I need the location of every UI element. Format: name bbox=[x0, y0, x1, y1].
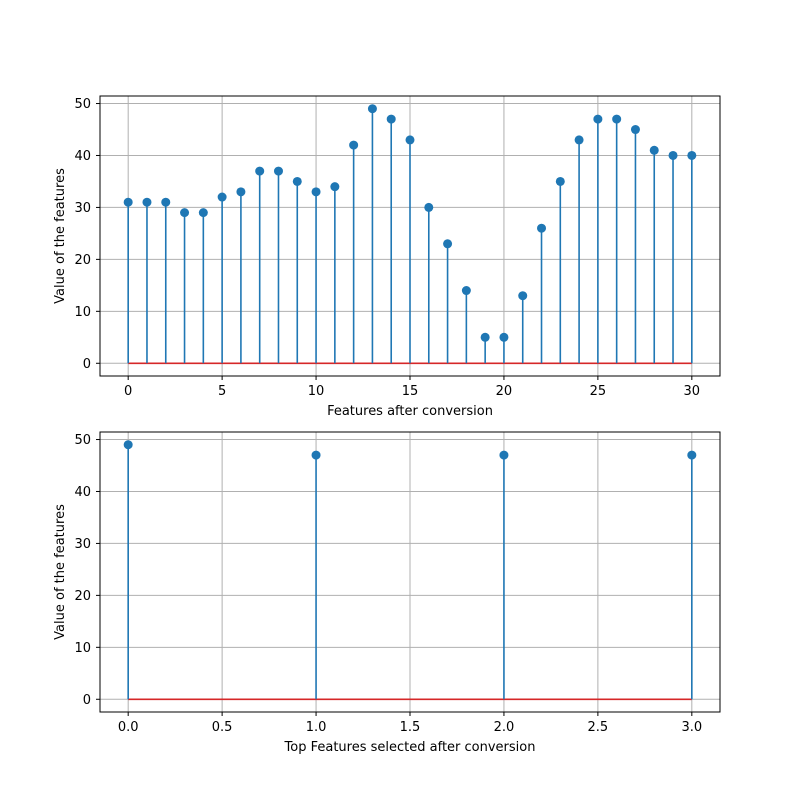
y-tick-label: 40 bbox=[74, 485, 91, 500]
stem-marker bbox=[123, 197, 133, 207]
stem-marker bbox=[443, 239, 453, 249]
y-tick-label: 40 bbox=[74, 149, 91, 164]
stem-marker bbox=[480, 332, 490, 342]
stem-chart-top: 0 5 10 15 20 25 30 0 10 20 30 40 50 Features after co… bbox=[53, 95, 721, 419]
x-tick-label: 2.0 bbox=[494, 720, 515, 735]
y-axis-label: Value of the features bbox=[53, 168, 68, 304]
x-tick-label: 3.0 bbox=[681, 720, 702, 735]
stem-marker bbox=[668, 150, 678, 160]
stem-marker bbox=[236, 187, 246, 197]
x-tick-label: 5 bbox=[218, 384, 226, 399]
stem-marker bbox=[649, 145, 659, 155]
y-tick-label: 10 bbox=[74, 641, 91, 656]
x-tick-label: 20 bbox=[496, 384, 513, 399]
stem-marker bbox=[537, 223, 547, 233]
stem-marker bbox=[405, 135, 415, 145]
stem-marker bbox=[311, 187, 321, 197]
x-axis-label: Top Features selected after conversion bbox=[284, 740, 536, 755]
x-tick-label: 25 bbox=[590, 384, 607, 399]
stem-marker bbox=[574, 135, 584, 145]
y-tick-label: 20 bbox=[74, 253, 91, 268]
y-axis-label: Value of the features bbox=[53, 504, 68, 640]
stem-marker bbox=[424, 202, 434, 212]
x-axis-label: Features after conversion bbox=[327, 404, 493, 419]
stem-marker bbox=[499, 450, 509, 460]
x-tick-label: 15 bbox=[402, 384, 419, 399]
stem-marker bbox=[386, 114, 396, 124]
stem-marker bbox=[630, 125, 640, 135]
x-tick-label: 30 bbox=[684, 384, 701, 399]
stem-marker bbox=[499, 332, 509, 342]
stem-marker bbox=[555, 176, 565, 186]
x-tick-label: 0.0 bbox=[118, 720, 139, 735]
stem-marker bbox=[349, 140, 359, 150]
x-tick-label: 2.5 bbox=[588, 720, 609, 735]
y-tick-label: 10 bbox=[74, 305, 91, 320]
stem-marker bbox=[180, 208, 190, 218]
y-tick-label: 20 bbox=[74, 589, 91, 604]
stem-marker bbox=[518, 291, 528, 301]
y-tick-label: 50 bbox=[74, 433, 91, 448]
stem-marker bbox=[161, 197, 171, 207]
stem-marker bbox=[593, 114, 603, 124]
stem-marker bbox=[612, 114, 622, 124]
stem-marker bbox=[142, 197, 152, 207]
x-tick-label: 1.5 bbox=[400, 720, 421, 735]
stem-marker bbox=[273, 166, 283, 176]
y-tick-label: 50 bbox=[74, 97, 91, 112]
stem-marker bbox=[461, 286, 471, 296]
x-tick-label: 0.5 bbox=[212, 720, 233, 735]
stem-marker bbox=[217, 192, 227, 202]
stem-marker bbox=[687, 450, 697, 460]
y-tick-label: 30 bbox=[74, 537, 91, 552]
x-tick-label: 1.0 bbox=[306, 720, 327, 735]
stem-marker bbox=[330, 182, 340, 192]
stem-marker bbox=[123, 440, 133, 450]
x-tick-label: 0 bbox=[124, 384, 132, 399]
stem-marker bbox=[292, 176, 302, 186]
y-tick-label: 0 bbox=[83, 357, 91, 372]
y-tick-label: 0 bbox=[83, 693, 91, 708]
stem-chart-bottom: 0.0 0.5 1.0 1.5 2.0 2.5 3.0 0 10 20 30 40 50 Top Feat… bbox=[53, 431, 721, 755]
stem-marker bbox=[687, 150, 697, 160]
stem-marker bbox=[255, 166, 265, 176]
x-tick-label: 10 bbox=[308, 384, 325, 399]
stem-marker bbox=[198, 208, 208, 218]
stem-marker bbox=[367, 104, 377, 114]
stem-marker bbox=[311, 450, 321, 460]
y-tick-label: 30 bbox=[74, 201, 91, 216]
